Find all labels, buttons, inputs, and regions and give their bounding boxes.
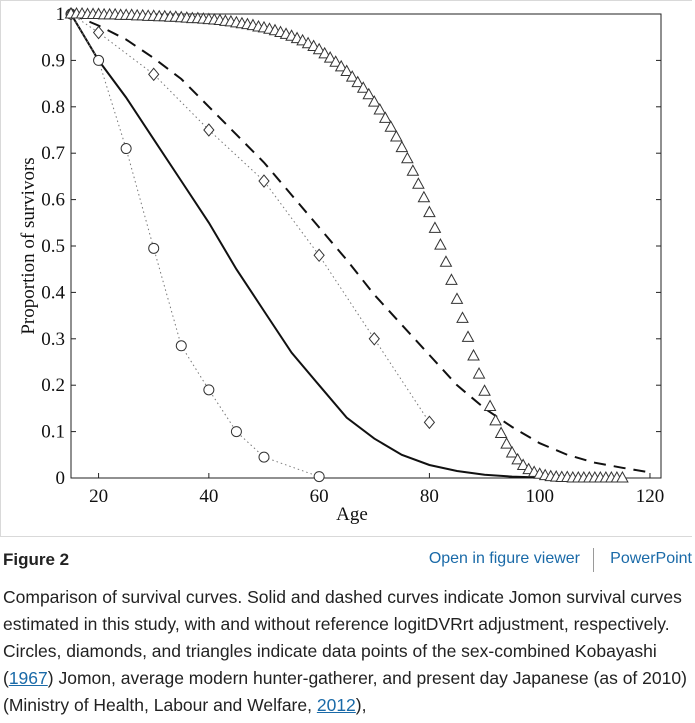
data-point-circle: [120, 143, 132, 155]
data-point-triangle: [489, 413, 502, 426]
y-tick-label: 1: [56, 4, 66, 25]
series-line-dashed: [70, 13, 651, 474]
data-point-triangle: [423, 205, 436, 218]
data-point-diamond: [92, 25, 105, 40]
powerpoint-link[interactable]: PowerPoint: [610, 550, 692, 567]
data-point-triangle: [384, 120, 398, 132]
data-point-triangle: [516, 458, 530, 470]
data-point-triangle: [401, 151, 414, 164]
data-point-triangle: [428, 221, 442, 233]
data-point-triangle: [616, 470, 629, 483]
data-point-triangle: [406, 164, 420, 176]
x-tick-label: 20: [89, 486, 108, 507]
y-tick-label: 0.3: [41, 329, 65, 350]
x-tick-label: 100: [525, 486, 554, 507]
data-point-triangle: [445, 273, 458, 285]
data-point-triangle: [318, 46, 331, 59]
data-point-diamond: [203, 123, 215, 137]
data-point-triangle: [312, 42, 326, 55]
y-tick-label: 0.6: [41, 190, 65, 211]
data-point-triangle: [323, 51, 337, 63]
series-line-solid: [70, 13, 568, 479]
x-axis: 20 40 60 80 100 120: [89, 473, 664, 507]
data-point-diamond: [368, 332, 380, 346]
y-axis-label: Proportion of survivors: [18, 157, 39, 334]
link-separator: [593, 548, 594, 572]
data-point-triangle: [356, 81, 370, 93]
series-markers: [64, 6, 629, 483]
data-point-triangle: [378, 111, 392, 123]
data-point-triangle: [505, 445, 519, 458]
data-point-triangle: [511, 452, 524, 465]
data-point-triangle: [362, 87, 376, 100]
y-tick-label: 0.4: [41, 282, 65, 303]
data-point-circle: [148, 242, 160, 254]
reference-link-2012[interactable]: 2012: [316, 695, 356, 715]
y-tick-label: 0.8: [41, 97, 65, 118]
data-point-triangle: [494, 426, 508, 438]
data-point-triangle: [373, 103, 387, 115]
caption-text-3: ),: [355, 695, 367, 715]
survival-chart: 0 0.1 0.2 0.3 0.4 0.5 0.6 0.7 0.8 0.9 1 20 40 60 80 10…: [18, 4, 664, 525]
data-point-triangle: [351, 75, 365, 88]
figure-caption: Comparison of survival curves. Solid and…: [3, 584, 693, 719]
y-tick-label: 0.7: [41, 143, 65, 164]
data-point-circle: [258, 451, 270, 463]
data-point-triangle: [389, 129, 403, 142]
figure-caption-bar: Figure 2 Open in figure viewer PowerPoin…: [0, 545, 695, 575]
x-axis-label: Age: [336, 504, 368, 525]
data-point-diamond: [148, 67, 160, 82]
data-point-circle: [93, 54, 105, 66]
data-point-triangle: [472, 367, 486, 379]
data-point-triangle: [439, 255, 453, 267]
figure-label: Figure 2: [3, 550, 70, 569]
marker-group-triangle: [64, 6, 629, 483]
y-tick-label: 0.9: [41, 50, 65, 71]
open-in-figure-viewer-link[interactable]: Open in figure viewer: [428, 550, 580, 567]
data-point-triangle: [345, 70, 359, 82]
x-tick-label: 80: [420, 486, 439, 507]
data-point-diamond: [423, 415, 436, 430]
figure-frame: 0 0.1 0.2 0.3 0.4 0.5 0.6 0.7 0.8 0.9 1 20 40 60 80 10…: [0, 0, 692, 537]
data-point-triangle: [467, 348, 480, 361]
data-point-triangle: [340, 64, 354, 77]
data-point-diamond: [258, 174, 270, 188]
data-point-triangle: [412, 177, 425, 189]
y-tick-label: 0.5: [41, 236, 65, 257]
reference-link-1967[interactable]: 1967: [8, 668, 48, 688]
data-point-triangle: [367, 95, 381, 107]
x-tick-label: 60: [310, 486, 329, 507]
caption-text-2: ) Jomon, average modern hunter-gatherer,…: [3, 668, 687, 715]
data-point-triangle: [483, 399, 497, 412]
x-tick-label: 40: [199, 486, 218, 507]
data-point-triangle: [478, 384, 491, 396]
data-point-triangle: [417, 190, 431, 203]
data-point-circle: [203, 384, 215, 396]
data-point-circle: [313, 471, 325, 483]
data-point-triangle: [395, 140, 409, 153]
x-tick-label: 120: [636, 486, 665, 507]
data-point-triangle: [461, 330, 475, 342]
data-point-triangle: [456, 311, 469, 323]
y-tick-label: 0.1: [41, 422, 65, 443]
data-point-triangle: [329, 55, 343, 67]
y-tick-label: 0: [56, 468, 66, 489]
caption-text-1: Comparison of survival curves. Solid and…: [3, 587, 682, 688]
data-point-triangle: [334, 59, 348, 72]
data-point-triangle: [500, 437, 513, 449]
y-axis: 0 0.1 0.2 0.3 0.4 0.5 0.6 0.7 0.8 0.9 1: [41, 4, 661, 489]
plot-area: [70, 13, 662, 479]
data-point-circle: [175, 340, 187, 352]
data-point-triangle: [434, 238, 447, 250]
data-point-diamond: [313, 248, 325, 263]
data-point-triangle: [450, 292, 464, 304]
y-tick-label: 0.2: [41, 375, 65, 396]
data-point-circle: [230, 426, 242, 438]
